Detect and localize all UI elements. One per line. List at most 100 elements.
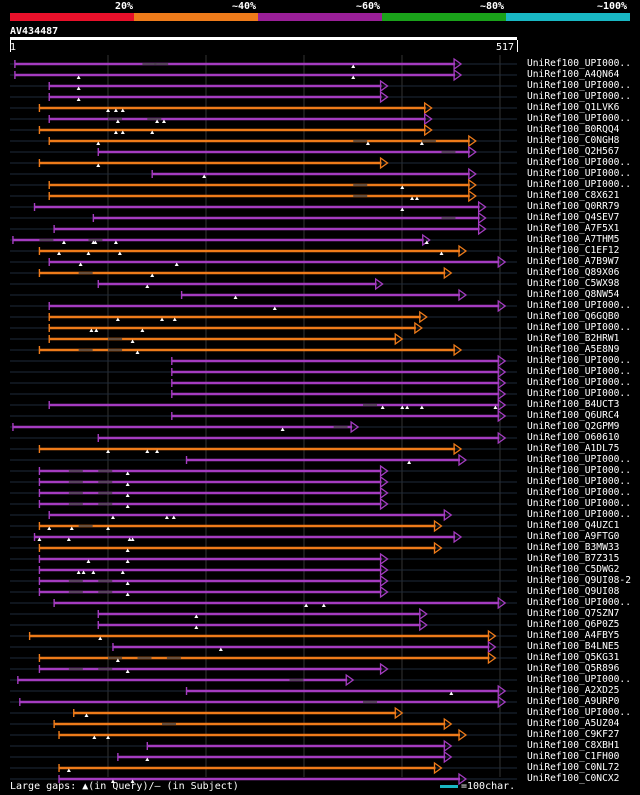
- hit-label-link[interactable]: UniRef100_Q4UZC1: [527, 520, 620, 531]
- hit-label-link[interactable]: UniRef100_A4FBY5: [527, 630, 620, 641]
- hit-arrowhead: [487, 640, 497, 654]
- hit-label-link[interactable]: UniRef100_A1DL75: [527, 443, 620, 454]
- hit-label-link[interactable]: UniRef100_UPI000..: [527, 157, 631, 168]
- hit-arrowhead: [477, 222, 487, 236]
- hit-label-link[interactable]: UniRef100_UPI000..: [527, 91, 631, 102]
- hit-label-link[interactable]: UniRef100_UPI000..: [527, 168, 631, 179]
- hit-arrowhead: [379, 90, 389, 104]
- hit-label-link[interactable]: UniRef100_Q89X06: [527, 267, 620, 278]
- hit-label-link[interactable]: UniRef100_C0NCX2: [527, 773, 620, 784]
- hit-label-link[interactable]: UniRef100_Q5R896: [527, 663, 620, 674]
- hit-label-link[interactable]: UniRef100_UPI000..: [527, 487, 631, 498]
- hit-arrowhead: [487, 629, 497, 643]
- hit-arrowhead: [497, 596, 507, 610]
- hit-arrowhead: [497, 354, 507, 368]
- query-gap-marker: [194, 625, 199, 629]
- hit-label-link[interactable]: UniRef100_UPI000..: [527, 300, 631, 311]
- hit-label-link[interactable]: UniRef100_C9KF27: [527, 729, 620, 740]
- hit-label-link[interactable]: UniRef100_Q5KG31: [527, 652, 620, 663]
- hit-label-link[interactable]: UniRef100_Q1LVK6: [527, 102, 620, 113]
- hit-arrowhead: [433, 519, 443, 533]
- query-gap-marker: [93, 240, 98, 244]
- hit-label-link[interactable]: UniRef100_C1EF12: [527, 245, 620, 256]
- hit-arrowhead: [394, 706, 404, 720]
- hit-label-link[interactable]: UniRef100_C8XBH1: [527, 740, 620, 751]
- query-gap-marker: [365, 141, 370, 145]
- hit-label-link[interactable]: UniRef100_Q2H567: [527, 146, 620, 157]
- hit-label-link[interactable]: UniRef100_UPI000..: [527, 58, 631, 69]
- hit-label-link[interactable]: UniRef100_UPI000..: [527, 355, 631, 366]
- hit-arrowhead: [458, 244, 468, 258]
- hit-label-link[interactable]: UniRef100_A2XD25: [527, 685, 620, 696]
- hit-label-link[interactable]: UniRef100_UPI000..: [527, 597, 631, 608]
- hit-label-link[interactable]: UniRef100_C5WX98: [527, 278, 620, 289]
- hit-arrowhead: [433, 541, 443, 555]
- hit-label-link[interactable]: UniRef100_UPI000..: [527, 80, 631, 91]
- hit-label-link[interactable]: UniRef100_A5E8N9: [527, 344, 620, 355]
- hit-label-link[interactable]: UniRef100_Q6P0Z5: [527, 619, 620, 630]
- hit-label-link[interactable]: UniRef100_Q9UI08-2: [527, 575, 631, 586]
- hit-label-link[interactable]: UniRef100_Q2GPM9: [527, 421, 620, 432]
- hit-label-link[interactable]: UniRef100_UPI000..: [527, 377, 631, 388]
- hit-label-link[interactable]: UniRef100_UPI000..: [527, 454, 631, 465]
- query-gap-marker: [155, 119, 160, 123]
- hit-arrowhead: [379, 497, 389, 511]
- hit-label-link[interactable]: UniRef100_UPI000..: [527, 465, 631, 476]
- hit-label-link[interactable]: UniRef100_C8X621: [527, 190, 620, 201]
- hit-arrowhead: [477, 200, 487, 214]
- hit-label-link[interactable]: UniRef100_UPI000..: [527, 509, 631, 520]
- hit-arrowhead: [419, 607, 428, 621]
- hit-label-link[interactable]: UniRef100_B4UCT3: [527, 399, 620, 410]
- query-gap-marker: [400, 207, 405, 211]
- hit-label-link[interactable]: UniRef100_Q6URC4: [527, 410, 620, 421]
- hit-label-link[interactable]: UniRef100_C0NL72: [527, 762, 620, 773]
- query-gap-marker: [130, 779, 135, 783]
- query-gap-marker: [110, 515, 115, 519]
- query-gap-marker: [37, 537, 42, 541]
- hit-label-link[interactable]: UniRef100_UPI000..: [527, 707, 631, 718]
- scale-key-bar: [440, 784, 458, 788]
- hit-label-link[interactable]: UniRef100_C5DWG2: [527, 564, 620, 575]
- hit-label-link[interactable]: UniRef100_C0NGH8: [527, 135, 620, 146]
- hit-arrowhead: [453, 530, 463, 544]
- hit-label-link[interactable]: UniRef100_UPI000..: [527, 179, 631, 190]
- hit-label-link[interactable]: UniRef100_A9FTG0: [527, 531, 620, 542]
- hit-label-link[interactable]: UniRef100_A7B9W7: [527, 256, 620, 267]
- hit-label-link[interactable]: UniRef100_A4QN64: [527, 69, 620, 80]
- query-gap-marker: [106, 526, 111, 530]
- hit-label-link[interactable]: UniRef100_B7Z315: [527, 553, 620, 564]
- hit-label-link[interactable]: UniRef100_B3MW33: [527, 542, 620, 553]
- hit-label-link[interactable]: UniRef100_UPI000..: [527, 674, 631, 685]
- query-gap-marker: [218, 647, 223, 651]
- hit-label-link[interactable]: UniRef100_B0RQQ4: [527, 124, 620, 135]
- query-gap-marker: [130, 537, 135, 541]
- hit-label-link[interactable]: UniRef100_B2HRW1: [527, 333, 620, 344]
- hit-label-link[interactable]: UniRef100_C1FH00: [527, 751, 620, 762]
- hit-arrowhead: [379, 464, 389, 478]
- scale-key-text: =100char.: [461, 781, 516, 792]
- query-gap-marker: [106, 108, 111, 112]
- query-gap-marker: [351, 64, 356, 68]
- hit-label-link[interactable]: UniRef100_A7THM5: [527, 234, 620, 245]
- hit-label-link[interactable]: UniRef100_UPI000..: [527, 388, 631, 399]
- hit-label-link[interactable]: UniRef100_UPI000..: [527, 366, 631, 377]
- hit-label-link[interactable]: UniRef100_A5UZ04: [527, 718, 620, 729]
- hit-label-link[interactable]: UniRef100_Q6GQB0: [527, 311, 620, 322]
- hit-label-link[interactable]: UniRef100_B4LNE5: [527, 641, 620, 652]
- hit-label-link[interactable]: UniRef100_Q7SZN7: [527, 608, 620, 619]
- hit-label-link[interactable]: UniRef100_Q9UI08: [527, 586, 620, 597]
- hit-label-link[interactable]: UniRef100_UPI000..: [527, 498, 631, 509]
- hit-label-link[interactable]: UniRef100_Q0RR79: [527, 201, 620, 212]
- hit-arrowhead: [424, 123, 433, 137]
- query-gap-marker: [125, 471, 130, 475]
- hit-label-link[interactable]: UniRef100_Q4SEV7: [527, 212, 620, 223]
- hit-label-link[interactable]: UniRef100_A9URP0: [527, 696, 620, 707]
- hit-arrowhead: [453, 57, 463, 71]
- hit-label-link[interactable]: UniRef100_Q8NW54: [527, 289, 620, 300]
- hit-label-link[interactable]: UniRef100_UPI000..: [527, 322, 631, 333]
- hit-arrowhead: [468, 178, 477, 192]
- hit-label-link[interactable]: UniRef100_UPI000..: [527, 476, 631, 487]
- hit-label-link[interactable]: UniRef100_A7F5X1: [527, 223, 620, 234]
- hit-label-link[interactable]: UniRef100_O60610: [527, 432, 620, 443]
- hit-label-link[interactable]: UniRef100_UPI000..: [527, 113, 631, 124]
